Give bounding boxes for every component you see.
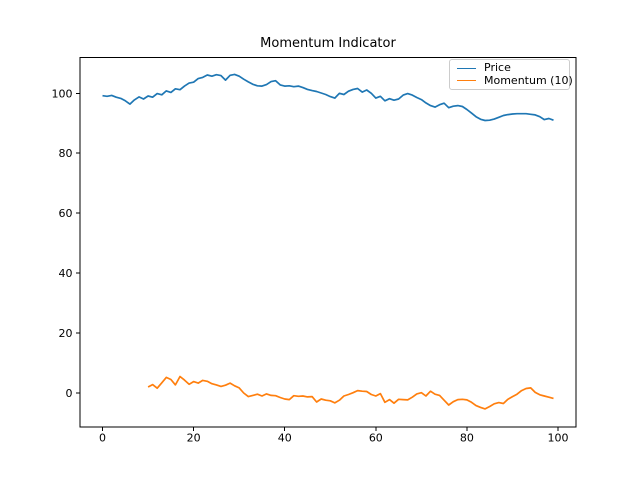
y-axis-tick-label: 80	[59, 147, 73, 160]
y-axis-tick-label: 100	[52, 87, 73, 100]
price-line-sample-icon	[457, 67, 476, 69]
x-axis-tick-label: 40	[278, 432, 292, 445]
x-axis-tick-label: 0	[99, 432, 106, 445]
price-line	[102, 73, 554, 122]
legend-label-momentum: Momentum (10)	[484, 73, 573, 87]
x-axis-tick-label: 60	[369, 432, 383, 445]
momentum-line	[147, 375, 554, 410]
y-axis-tick-label: 60	[59, 207, 73, 220]
x-axis-tick-label: 20	[187, 432, 201, 445]
momentum-line-sample-icon	[457, 80, 476, 82]
legend-item-momentum: Momentum (10)	[457, 74, 573, 87]
y-axis-tick-label: 0	[66, 387, 73, 400]
chart-title: Momentum Indicator	[260, 36, 396, 51]
legend-label-price: Price	[484, 61, 511, 75]
legend: Price Momentum (10)	[449, 59, 573, 90]
x-axis-tick-label: 80	[460, 432, 474, 445]
axes-frame	[79, 57, 577, 428]
y-axis-tick-label: 40	[59, 267, 73, 280]
legend-item-price: Price	[457, 62, 564, 74]
x-axis-tick-label: 100	[548, 432, 569, 445]
y-axis-tick-label: 20	[59, 327, 73, 340]
